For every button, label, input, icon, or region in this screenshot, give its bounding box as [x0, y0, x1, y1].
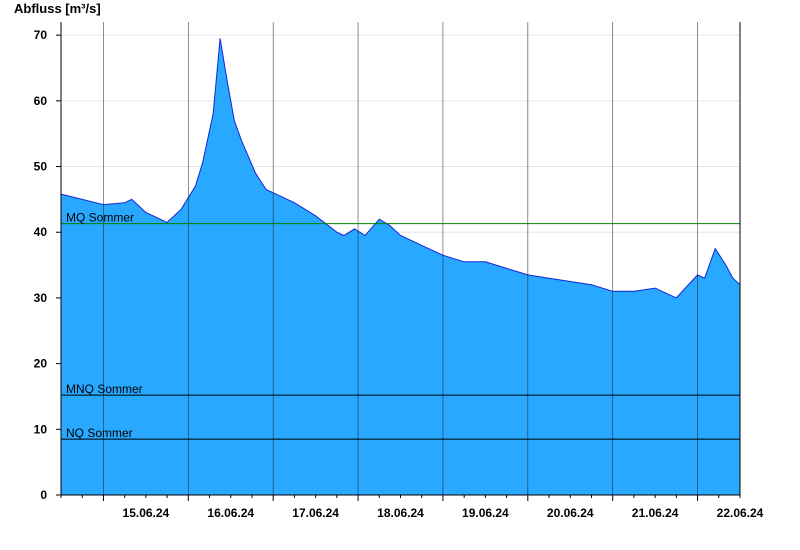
y-tick-label: 50 — [34, 160, 48, 174]
day-divider-layer — [103, 22, 698, 495]
y-tick-label: 20 — [34, 357, 48, 371]
x-tick-label: 19.06.24 — [462, 506, 509, 520]
x-tick-label: 21.06.24 — [632, 506, 679, 520]
y-axis-label: Abfluss [m³/s] — [14, 1, 101, 16]
reference-label: NQ Sommer — [66, 426, 133, 440]
y-tick-label: 10 — [34, 422, 48, 436]
discharge-area — [61, 38, 740, 496]
reference-lines: MQ Sommer MNQ Sommer NQ Sommer — [61, 211, 740, 440]
area-layer — [60, 38, 741, 496]
x-tick-label: 17.06.24 — [292, 506, 339, 520]
x-tick-label: 18.06.24 — [377, 506, 424, 520]
y-tick-label: 70 — [34, 28, 48, 42]
x-tick-labels: 15.06.24 16.06.24 17.06.24 18.06.24 19.06.24… — [60, 495, 764, 520]
y-tick-label: 60 — [34, 94, 48, 108]
y-tick-labels: 0 10 20 30 40 50 60 70 — [34, 28, 61, 502]
reference-label: MNQ Sommer — [66, 382, 143, 396]
reference-label: MQ Sommer — [66, 211, 134, 225]
x-tick-label: 16.06.24 — [207, 506, 254, 520]
x-tick-label: 20.06.24 — [547, 506, 594, 520]
y-tick-label: 30 — [34, 291, 48, 305]
x-tick-label: 15.06.24 — [123, 506, 170, 520]
x-tick-label: 22.06.24 — [717, 506, 764, 520]
y-tick-label: 40 — [34, 225, 48, 239]
y-tick-label: 0 — [40, 488, 47, 502]
